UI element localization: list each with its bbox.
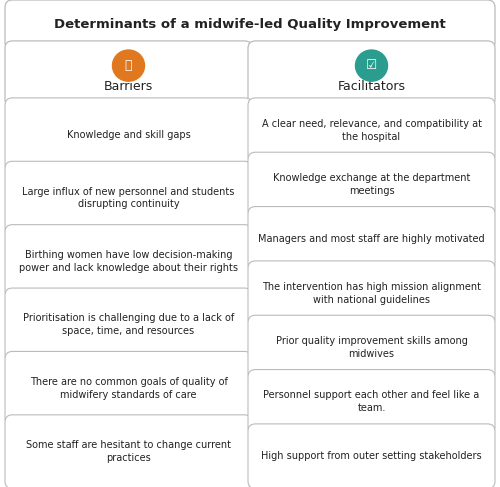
FancyBboxPatch shape — [248, 41, 495, 107]
FancyBboxPatch shape — [5, 161, 252, 235]
Text: ⛔: ⛔ — [125, 59, 132, 72]
Text: Knowledge and skill gaps: Knowledge and skill gaps — [66, 130, 190, 140]
FancyBboxPatch shape — [5, 98, 252, 171]
FancyBboxPatch shape — [248, 152, 495, 217]
Text: A clear need, relevance, and compatibility at
the hospital: A clear need, relevance, and compatibili… — [262, 119, 482, 142]
Text: Some staff are hesitant to change current
practices: Some staff are hesitant to change curren… — [26, 440, 231, 463]
Text: Knowledge exchange at the department
meetings: Knowledge exchange at the department mee… — [273, 173, 470, 196]
Text: There are no common goals of quality of
midwifery standards of care: There are no common goals of quality of … — [30, 377, 228, 400]
FancyBboxPatch shape — [5, 415, 252, 487]
Circle shape — [112, 50, 144, 81]
FancyBboxPatch shape — [248, 424, 495, 487]
FancyBboxPatch shape — [248, 98, 495, 163]
Text: Large influx of new personnel and students
disrupting continuity: Large influx of new personnel and studen… — [22, 187, 234, 209]
Text: Barriers: Barriers — [104, 79, 153, 93]
Text: Prior quality improvement skills among
midwives: Prior quality improvement skills among m… — [276, 336, 468, 359]
Text: The intervention has high mission alignment
with national guidelines: The intervention has high mission alignm… — [262, 282, 481, 304]
FancyBboxPatch shape — [5, 41, 252, 107]
FancyBboxPatch shape — [5, 225, 252, 298]
FancyBboxPatch shape — [248, 370, 495, 434]
Text: ☑: ☑ — [366, 59, 377, 72]
Text: Birthing women have low decision-making
power and lack knowledge about their rig: Birthing women have low decision-making … — [19, 250, 238, 273]
FancyBboxPatch shape — [248, 315, 495, 380]
FancyBboxPatch shape — [5, 288, 252, 362]
FancyBboxPatch shape — [5, 352, 252, 425]
FancyBboxPatch shape — [248, 261, 495, 325]
Text: Determinants of a midwife-led Quality Improvement: Determinants of a midwife-led Quality Im… — [54, 19, 446, 31]
Circle shape — [356, 50, 388, 81]
Text: Personnel support each other and feel like a
team.: Personnel support each other and feel li… — [264, 391, 480, 413]
Text: Managers and most staff are highly motivated: Managers and most staff are highly motiv… — [258, 234, 485, 244]
FancyBboxPatch shape — [5, 0, 495, 50]
Text: Facilitators: Facilitators — [338, 79, 406, 93]
FancyBboxPatch shape — [248, 206, 495, 271]
Text: High support from outer setting stakeholders: High support from outer setting stakehol… — [261, 451, 482, 461]
Text: Prioritisation is challenging due to a lack of
space, time, and resources: Prioritisation is challenging due to a l… — [23, 314, 234, 336]
